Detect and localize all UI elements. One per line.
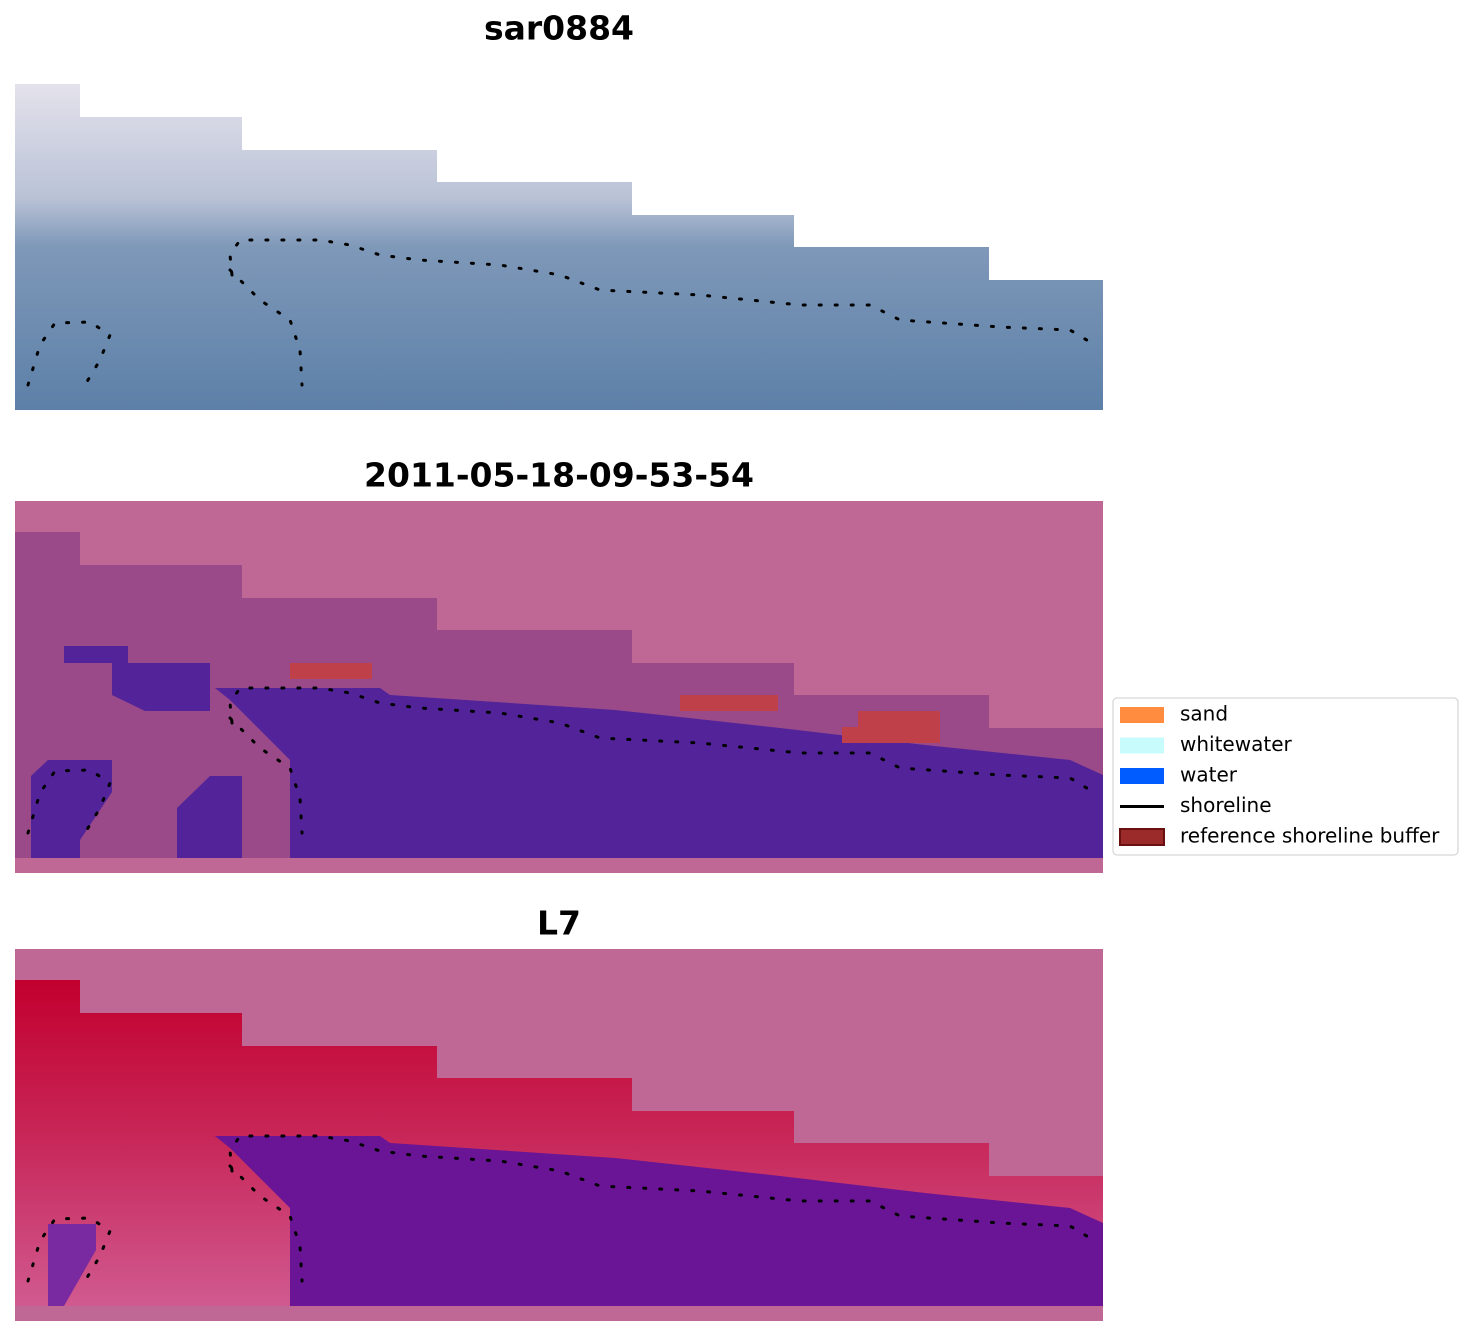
classified-water	[215, 688, 1103, 858]
panel-image	[15, 949, 1103, 1321]
legend-patch	[1119, 828, 1165, 846]
panel-image	[15, 84, 1103, 410]
legend-label: sand	[1180, 702, 1228, 726]
buffer-region	[842, 727, 940, 743]
panel-title: sar0884	[484, 9, 634, 48]
panel-title: L7	[537, 904, 581, 943]
classified-water	[31, 646, 242, 858]
legend-label: whitewater	[1180, 732, 1292, 756]
index-water	[48, 1224, 96, 1306]
legend-patch	[1120, 707, 1164, 723]
satellite-image	[15, 84, 1103, 410]
legend-patch	[1120, 768, 1164, 784]
panel-image	[15, 501, 1103, 873]
legend-label: shoreline	[1180, 793, 1272, 817]
legend-patch	[1120, 737, 1164, 754]
index-water	[215, 1136, 1103, 1306]
buffer-region	[290, 663, 372, 679]
buffer-region	[680, 695, 778, 711]
legend-box	[1112, 697, 1459, 856]
panel-title: 2011-05-18-09-53-54	[364, 456, 754, 495]
legend: sand whitewater water shoreline reference sh…	[1119, 702, 1440, 848]
legend-label: reference shoreline buffer	[1180, 824, 1440, 848]
legend-label: water	[1180, 763, 1238, 787]
